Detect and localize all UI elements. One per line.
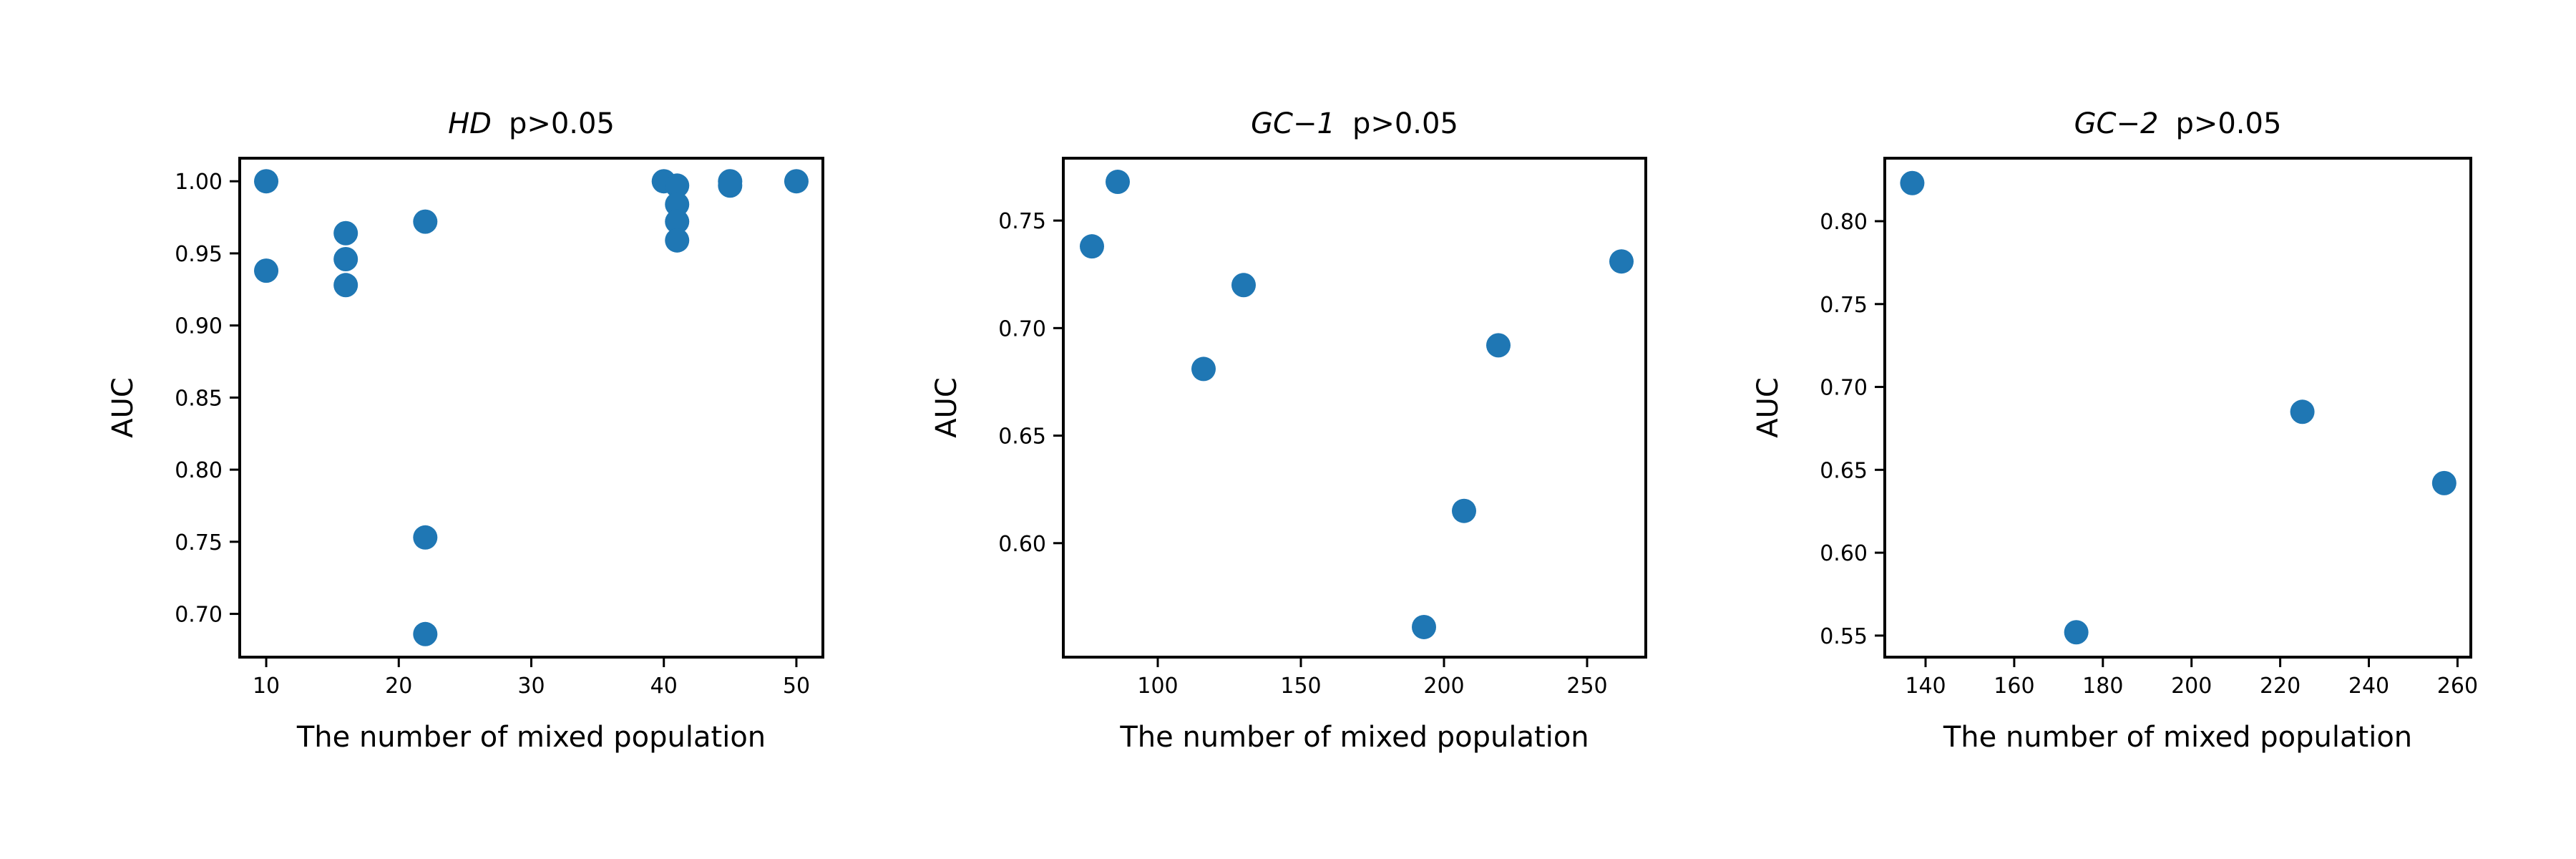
x-axis-label: The number of mixed population (296, 721, 766, 754)
x-tick-label: 160 (1994, 674, 2034, 699)
data-point (665, 228, 690, 253)
data-point (254, 169, 279, 194)
chart-panel-1: 10 20 30 40 50 0.70 0.75 0.80 0.85 0.90 0.95 1.00 Th… (107, 107, 824, 754)
chart-title-italic: HD (448, 107, 492, 140)
chart-title: HD p>0.05 (448, 107, 615, 140)
y-tick-label: 0.55 (1820, 624, 1868, 649)
chart-title-italic: GC−1 (1251, 107, 1335, 140)
data-point (413, 525, 438, 550)
data-point (665, 209, 690, 234)
data-point (784, 169, 809, 194)
data-point (2431, 470, 2457, 495)
x-tick-label: 260 (2437, 674, 2478, 699)
x-tick-label: 30 (517, 674, 545, 699)
x-tick-label: 10 (253, 674, 280, 699)
data-point (333, 247, 358, 272)
y-tick-label: 0.65 (1820, 458, 1868, 483)
data-point (413, 621, 438, 646)
y-tick-label: 0.60 (1820, 541, 1868, 566)
chart-panel-3: 140 160 180 200 220 240 260 0.55 0.60 0.65 0.70 0.7… (1752, 107, 2478, 754)
y-tick-label: 0.80 (175, 458, 223, 483)
data-point (333, 220, 358, 246)
data-point (413, 209, 438, 234)
x-tick-label: 40 (650, 674, 678, 699)
y-tick-label: 0.75 (998, 209, 1046, 234)
x-tick-label: 240 (2348, 674, 2389, 699)
data-point (333, 273, 358, 298)
y-tick-label: 0.75 (1820, 293, 1868, 318)
y-tick-label: 1.00 (175, 170, 223, 195)
y-tick-label: 0.85 (175, 386, 223, 411)
x-tick-label: 50 (783, 674, 810, 699)
x-tick-label: 220 (2260, 674, 2301, 699)
x-tick-label: 180 (2082, 674, 2123, 699)
data-point (1106, 170, 1130, 195)
data-point (1609, 249, 1634, 274)
data-point (1191, 356, 1216, 382)
y-tick-label: 0.70 (175, 603, 223, 628)
chart-title-text: p>0.05 (1352, 107, 1458, 140)
y-tick-label: 0.60 (998, 532, 1046, 557)
data-point (665, 192, 690, 217)
data-point (1486, 333, 1511, 358)
chart-title-italic: GC−2 (2074, 107, 2159, 140)
plot-frame (1062, 157, 1647, 659)
x-tick-label: 100 (1137, 674, 1178, 699)
data-point (1452, 498, 1476, 523)
y-tick-label: 0.70 (1820, 376, 1868, 401)
x-tick-label: 200 (1423, 674, 1464, 699)
data-point (1412, 614, 1436, 639)
y-axis-label: AUC (930, 377, 963, 438)
data-point (665, 173, 690, 198)
chart-panel-2: 100 150 200 250 0.60 0.65 0.70 0.75 The number o… (930, 107, 1647, 754)
x-axis-label: The number of mixed population (1119, 721, 1589, 754)
y-tick-label: 0.80 (1820, 210, 1868, 235)
y-tick-label: 0.75 (175, 530, 223, 555)
plot-frame (1883, 157, 2472, 659)
x-tick-label: 20 (385, 674, 412, 699)
x-tick-label: 150 (1280, 674, 1321, 699)
data-point (1231, 273, 1256, 298)
x-axis-label: The number of mixed population (1943, 721, 2412, 754)
data-point (2064, 620, 2089, 645)
chart-title: GC−1 p>0.05 (1251, 107, 1458, 140)
y-tick-label: 0.90 (175, 314, 223, 339)
chart-title-text: p>0.05 (509, 107, 615, 140)
x-tick-label: 140 (1905, 674, 1946, 699)
x-tick-label: 200 (2171, 674, 2212, 699)
chart-title: GC−2 p>0.05 (2074, 107, 2282, 140)
data-point (2290, 399, 2315, 424)
y-axis-label: AUC (107, 377, 140, 438)
y-tick-label: 0.70 (998, 316, 1046, 341)
chart-title-text: p>0.05 (2175, 107, 2281, 140)
y-tick-label: 0.65 (998, 424, 1046, 450)
y-axis-label: AUC (1752, 377, 1785, 438)
x-tick-label: 250 (1566, 674, 1607, 699)
data-point (718, 173, 743, 198)
data-point (1080, 234, 1104, 259)
data-point (1900, 170, 1925, 195)
y-tick-label: 0.95 (175, 242, 223, 267)
data-point (254, 258, 279, 283)
